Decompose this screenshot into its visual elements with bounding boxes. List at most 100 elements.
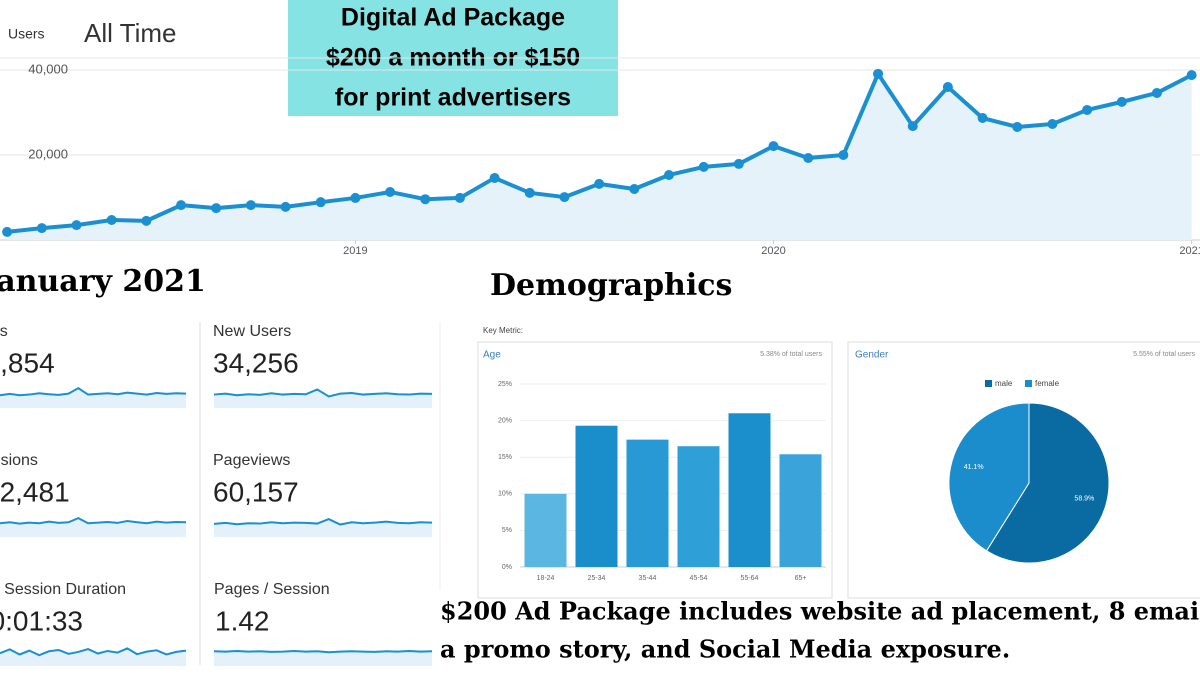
demographics-title: Demographics xyxy=(490,268,732,303)
metric-label: Sessions xyxy=(0,452,38,469)
header-line: Digital Ad Package xyxy=(341,4,565,32)
point xyxy=(1082,104,1093,115)
point xyxy=(280,201,291,212)
sparkline xyxy=(213,649,433,654)
point xyxy=(245,200,256,211)
sparkline-area xyxy=(214,650,432,666)
point xyxy=(733,158,744,169)
chart-title: All Time xyxy=(84,18,176,48)
sparkline xyxy=(0,647,187,657)
point xyxy=(1047,118,1058,129)
x-tick-label: 65+ xyxy=(795,575,807,582)
x-tick-label: 45-54 xyxy=(690,575,708,582)
metric-value: 60,157 xyxy=(213,476,299,507)
x-tick-label: 55-64 xyxy=(741,575,759,582)
pie-slice xyxy=(985,402,1110,564)
pie-slice xyxy=(948,402,1030,552)
point xyxy=(594,178,605,189)
section-title: January 2021 xyxy=(0,264,206,299)
legend-label: male xyxy=(995,379,1013,388)
panel-subtitle: 5.38% of total users xyxy=(760,351,822,358)
panel-subtitle: 5.55% of total users xyxy=(1133,351,1195,358)
point xyxy=(420,194,431,205)
x-tick-label: 35-44 xyxy=(639,575,657,582)
point xyxy=(1186,70,1197,81)
metric-label: Pageviews xyxy=(213,452,290,469)
metric-value: 52,481 xyxy=(0,476,70,507)
metric-label: New Users xyxy=(213,323,291,340)
x-tick-label: 25-34 xyxy=(588,575,606,582)
slice-label: 41.1% xyxy=(964,464,984,471)
header-line: for print advertisers xyxy=(335,84,571,112)
point xyxy=(629,184,640,194)
metric-label: Avg. Session Duration xyxy=(0,581,126,598)
bar xyxy=(779,454,822,567)
x-tick-label: 18-24 xyxy=(537,575,555,582)
metric-value: 34,256 xyxy=(213,347,299,378)
point xyxy=(803,152,814,163)
age-panel xyxy=(477,341,833,599)
point xyxy=(454,192,465,203)
point xyxy=(977,113,988,124)
metric-value: 38,854 xyxy=(0,347,55,378)
point xyxy=(350,192,361,203)
legend-label: Users xyxy=(8,26,45,42)
y-tick-label: 15% xyxy=(498,454,512,461)
point xyxy=(2,226,13,237)
point xyxy=(524,187,535,198)
bar xyxy=(677,446,720,567)
area xyxy=(7,73,1192,240)
metric-value: 00:01:33 xyxy=(0,605,83,636)
bar xyxy=(575,425,618,567)
metric-label: Users xyxy=(0,323,8,340)
sparkline xyxy=(0,386,187,397)
point xyxy=(176,200,187,211)
footer-line: $200 Ad Package includes website ad plac… xyxy=(440,597,1200,626)
point xyxy=(315,197,326,208)
bar xyxy=(524,493,567,567)
point xyxy=(698,161,709,172)
panel-title: Age xyxy=(483,350,501,361)
point xyxy=(71,220,82,231)
x-tick-label: 2019 xyxy=(343,245,367,257)
sparkline xyxy=(213,517,433,526)
point xyxy=(663,169,674,180)
y-tick-label: 0% xyxy=(502,564,512,571)
x-tick-label: 2021 xyxy=(1179,245,1200,257)
point xyxy=(36,223,47,234)
point xyxy=(907,121,918,132)
footer-line: a promo story, and Social Media exposure… xyxy=(440,635,1010,664)
bar xyxy=(626,439,669,567)
slice-label: 58.9% xyxy=(1074,496,1094,503)
metric-label: Pages / Session xyxy=(214,581,330,598)
sparkline xyxy=(213,388,433,398)
y-tick-label: 10% xyxy=(498,491,512,498)
legend-label: female xyxy=(1035,379,1060,388)
gender-panel xyxy=(847,341,1200,599)
point xyxy=(141,215,152,226)
metric-value: 1.42 xyxy=(215,605,270,636)
point xyxy=(385,186,396,197)
key-metric: Key Metric: xyxy=(483,326,523,335)
point xyxy=(1012,121,1023,132)
x-tick-label: 2020 xyxy=(761,245,785,257)
point xyxy=(768,141,779,152)
bar xyxy=(728,413,771,567)
y-tick-label: 20% xyxy=(498,417,512,424)
point xyxy=(942,82,953,92)
point xyxy=(1116,96,1127,107)
point xyxy=(1151,87,1162,98)
y-tick-label: 20,000 xyxy=(28,146,68,161)
legend-swatch xyxy=(1025,380,1032,387)
point xyxy=(838,150,849,160)
sparkline xyxy=(0,517,187,525)
y-tick-label: 40,000 xyxy=(28,61,68,76)
y-tick-label: 25% xyxy=(498,381,512,388)
point xyxy=(559,192,570,203)
y-tick-label: 5% xyxy=(502,527,512,534)
point xyxy=(211,203,222,214)
sparkline-area xyxy=(0,388,186,408)
legend-swatch xyxy=(985,380,992,387)
panel-title: Gender xyxy=(855,350,889,361)
